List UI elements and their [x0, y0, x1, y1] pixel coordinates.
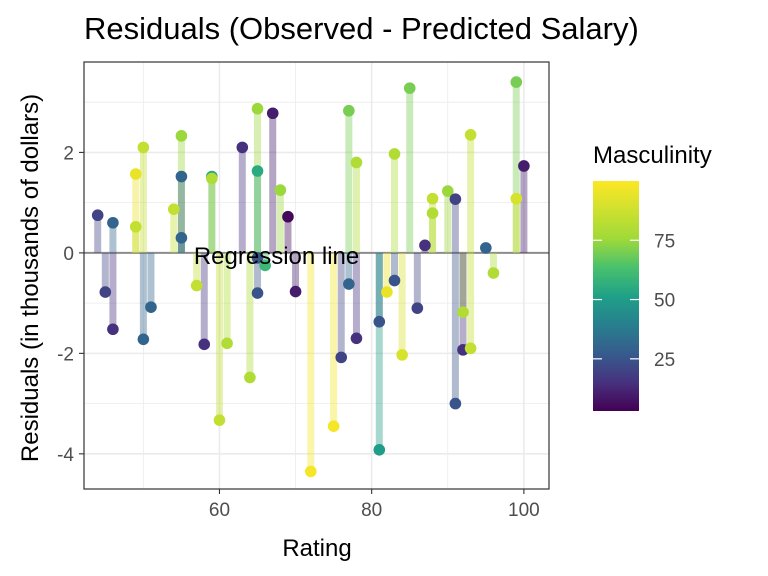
minor-gridlines: [84, 62, 549, 489]
residual-point: [411, 302, 424, 314]
residual-point: [510, 192, 523, 205]
residual-point: [464, 342, 477, 355]
residual-point: [510, 76, 523, 88]
x-axis-title: Rating: [282, 535, 351, 562]
residual-point: [373, 315, 386, 328]
residual-point: [129, 168, 142, 180]
residual-point: [236, 141, 249, 154]
residual-point: [419, 239, 431, 252]
y-tick-label: 2: [63, 143, 74, 164]
residual-point: [441, 185, 454, 197]
residual-point: [91, 209, 104, 222]
residual-point: [168, 203, 180, 215]
y-axis-ticks: -4 -2 0 2: [57, 143, 84, 466]
residual-points: [91, 76, 530, 478]
residual-point: [343, 278, 355, 290]
residual-point: [129, 220, 142, 233]
residual-point: [388, 274, 401, 287]
x-axis-ticks: 60 80 100: [209, 489, 540, 521]
panel-border: [83, 61, 550, 490]
residual-point: [518, 160, 530, 172]
residual-point: [175, 130, 188, 142]
residual-point: [335, 351, 348, 364]
residual-point: [426, 207, 439, 220]
residual-point: [137, 141, 150, 154]
residual-point: [251, 287, 264, 299]
residual-point: [145, 301, 157, 313]
residual-point: [396, 349, 408, 361]
regression-line-label: Regression line: [194, 243, 359, 270]
legend-title: Masculinity: [593, 142, 712, 169]
residual-point: [373, 444, 386, 456]
residual-point: [175, 232, 188, 244]
residual-point: [457, 306, 469, 318]
residual-point: [426, 192, 439, 205]
residual-point: [137, 333, 150, 346]
residual-point: [251, 165, 264, 177]
legend-tick-label: 50: [654, 291, 675, 312]
chart-title: Residuals (Observed - Predicted Salary): [84, 11, 639, 46]
y-tick-label: -4: [57, 445, 74, 466]
annotation-group: Regression line: [194, 243, 359, 270]
residual-point: [449, 397, 462, 410]
residual-point: [175, 170, 188, 183]
residual-point: [403, 82, 416, 94]
y-tick-label: -2: [57, 344, 74, 365]
residual-point: [107, 323, 119, 336]
legend-tick-label: 25: [654, 350, 675, 371]
legend-ticks: 25 50 75: [593, 231, 675, 371]
residual-point: [244, 371, 256, 384]
residual-segments: [94, 82, 528, 472]
residual-point: [464, 129, 477, 141]
residual-point: [198, 338, 211, 351]
residual-point: [190, 279, 203, 292]
plot-panel: Regression line: [83, 61, 550, 490]
x-tick-label: 60: [209, 500, 230, 521]
residual-point: [251, 102, 264, 115]
residual-point: [350, 156, 363, 169]
residual-point: [206, 172, 218, 185]
residual-point: [304, 465, 317, 478]
residual-point: [449, 193, 462, 205]
residual-point: [274, 184, 287, 196]
colorbar: [593, 181, 639, 411]
residual-point: [99, 286, 112, 298]
residual-point: [388, 148, 401, 160]
x-tick-label: 80: [361, 500, 382, 521]
residual-point: [480, 242, 492, 254]
residual-point: [259, 259, 271, 272]
residual-point: [350, 332, 363, 345]
residual-point: [487, 267, 500, 279]
residual-point: [213, 414, 226, 426]
residual-point: [289, 285, 302, 298]
residual-point: [343, 104, 355, 117]
y-tick-label: 0: [63, 244, 74, 265]
residual-point: [107, 216, 119, 229]
residual-point: [381, 286, 393, 298]
residual-point: [221, 337, 233, 350]
x-tick-label: 100: [508, 500, 540, 521]
y-axis-title: Residuals (in thousands of dollars): [17, 94, 44, 462]
color-legend: Masculinity 25 50 75: [593, 142, 712, 411]
residual-point: [282, 210, 294, 223]
legend-tick-label: 75: [654, 231, 675, 252]
residual-point: [251, 252, 264, 264]
residual-point: [266, 107, 279, 120]
residual-point: [327, 420, 340, 433]
